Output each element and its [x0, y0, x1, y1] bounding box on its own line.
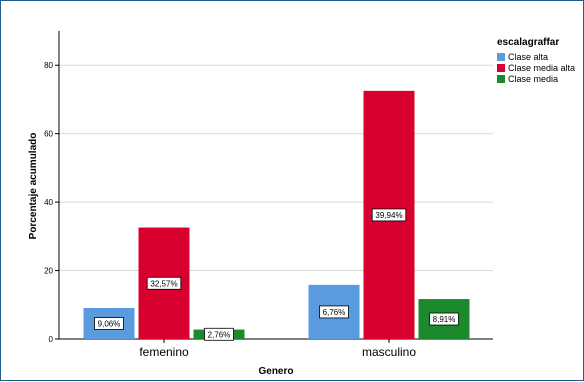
data-label: 9,06%: [98, 319, 121, 328]
data-label: 6,76%: [323, 308, 346, 317]
legend-label: Clase alta: [508, 52, 548, 62]
bars: 9,06% 32,57% 2,76% 6,76% 39,94% 8,91%: [83, 90, 470, 341]
data-label-box: [319, 305, 349, 319]
data-label: 39,94%: [375, 211, 402, 220]
x-tick-label: masculino: [362, 345, 416, 359]
y-tick-label: 0: [49, 335, 54, 344]
y-ticks: 0 20 40 60 80: [44, 61, 59, 344]
y-tick-label: 80: [44, 61, 53, 70]
x-axis-title: Genero: [258, 366, 293, 377]
legend-title: escalagraffar: [497, 37, 559, 48]
data-label: 8,91%: [433, 315, 456, 324]
data-label-box: [429, 312, 459, 326]
data-label: 2,76%: [208, 330, 231, 339]
y-tick-label: 40: [44, 198, 53, 207]
data-label-box: [94, 317, 124, 330]
data-label-box: [371, 208, 407, 222]
legend-swatch: [497, 75, 505, 83]
category-labels: femenino masculino: [139, 339, 416, 359]
y-axis-title: Porcentaje acumulado: [28, 133, 39, 240]
legend-swatch: [497, 53, 505, 61]
y-tick-label: 60: [44, 130, 53, 139]
legend-swatch: [497, 64, 505, 72]
gridlines: [59, 64, 493, 272]
data-label-box: [204, 327, 234, 341]
data-label-box: [146, 276, 182, 290]
legend-label: Clase media: [508, 74, 558, 84]
x-tick-label: femenino: [139, 345, 189, 359]
y-tick-label: 20: [44, 267, 53, 276]
legend-label: Clase media alta: [508, 63, 575, 73]
data-label: 32,57%: [150, 279, 177, 288]
